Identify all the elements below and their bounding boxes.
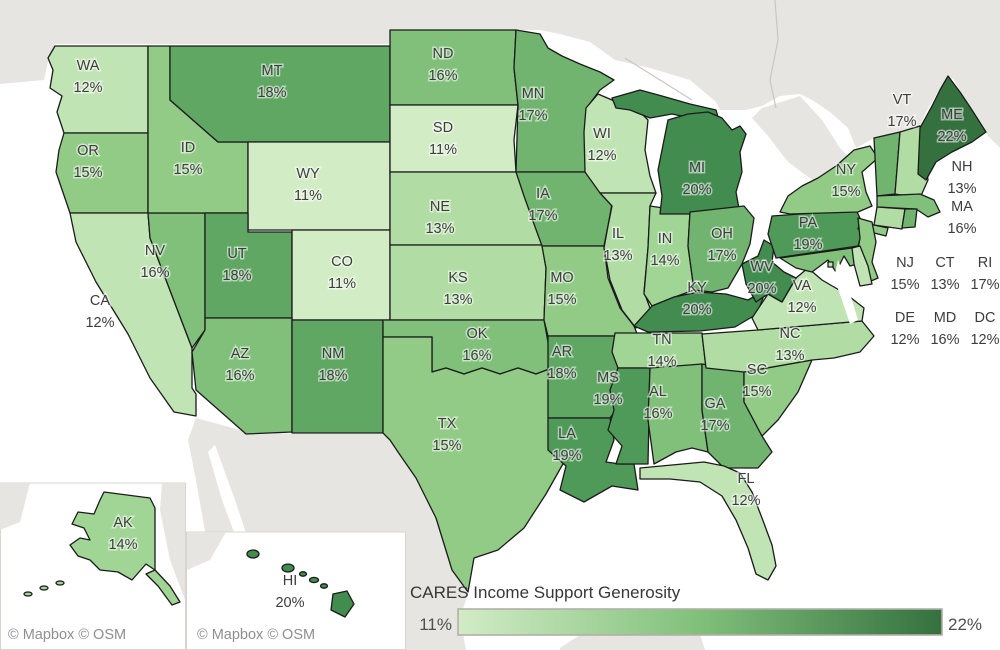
state-label-SD: SD 11% bbox=[429, 120, 457, 158]
state-ME[interactable] bbox=[917, 75, 987, 181]
state-label-NC: NC 13% bbox=[775, 326, 804, 364]
province-border bbox=[769, 0, 779, 109]
state-label-IA: IA 17% bbox=[528, 186, 557, 224]
legend-min-label: 11% bbox=[419, 615, 452, 634]
state-WI[interactable] bbox=[583, 93, 657, 194]
state-label-KS: KS 13% bbox=[443, 270, 472, 308]
state-label-MI: MI 20% bbox=[682, 160, 711, 198]
state-label-CA: CA 12% bbox=[85, 293, 114, 331]
state-label-NM: NM 18% bbox=[318, 346, 347, 384]
chesapeake-bay bbox=[834, 260, 858, 324]
state-label-AZ: AZ 16% bbox=[225, 346, 254, 384]
state-label-MS: MS 19% bbox=[593, 370, 622, 408]
siberia-landmass bbox=[0, 483, 30, 530]
state-label-MO: MO 15% bbox=[547, 270, 576, 308]
state-label-FL: FL 12% bbox=[731, 471, 760, 509]
state-label-GA: GA 17% bbox=[700, 396, 729, 434]
state-label-OK: OK 16% bbox=[462, 326, 491, 364]
state-WV[interactable] bbox=[741, 239, 797, 303]
hawaii-inset-box bbox=[186, 531, 406, 650]
state-label-TX: TX 15% bbox=[432, 416, 461, 454]
state-label-LA: LA 19% bbox=[552, 426, 581, 464]
mapbox-attribution-alaska[interactable]: © Mapbox © OSM bbox=[7, 626, 128, 645]
state-WY[interactable] bbox=[247, 141, 391, 231]
state-label-WI: WI 12% bbox=[587, 126, 616, 164]
state-MN[interactable] bbox=[513, 29, 615, 173]
state-MI[interactable] bbox=[611, 89, 747, 215]
state-label-NV: NV 16% bbox=[140, 243, 169, 281]
state-label-WV: WV 20% bbox=[747, 259, 776, 297]
state-label-OH: OH 17% bbox=[707, 226, 736, 264]
states-layer bbox=[47, 29, 987, 593]
state-label-RI: RI 17% bbox=[970, 255, 999, 293]
state-label-ME: ME 22% bbox=[937, 107, 966, 145]
color-legend: CARES Income Support Generosity 11% 22% bbox=[410, 583, 982, 636]
state-OH[interactable] bbox=[687, 205, 755, 293]
state-NY[interactable] bbox=[779, 145, 889, 237]
state-label-AR: AR 18% bbox=[547, 344, 576, 382]
state-label-UT: UT 18% bbox=[222, 246, 251, 284]
state-RI[interactable] bbox=[901, 208, 918, 229]
state-label-ND: ND 16% bbox=[428, 46, 457, 84]
state-AK[interactable] bbox=[23, 491, 181, 606]
legend-max-label: 22% bbox=[948, 615, 982, 634]
hawaii-inset-corner-landmass bbox=[187, 532, 226, 570]
state-label-NY: NY 15% bbox=[831, 162, 860, 200]
state-KS[interactable] bbox=[389, 244, 547, 321]
gulf-of-california bbox=[208, 445, 250, 548]
canada-landmass bbox=[0, 0, 1000, 148]
state-label-IN: IN 14% bbox=[650, 231, 679, 269]
water-overlay-layer bbox=[834, 260, 858, 324]
state-FL[interactable] bbox=[639, 461, 777, 581]
state-label-VA: VA 12% bbox=[787, 278, 816, 316]
state-labels-layer: WA 12% OR 15% CA 12% NV 16% ID 15% MT 18% WY 11% UT 18%… bbox=[72, 45, 1000, 613]
mapbox-attribution-hawaii[interactable]: © Mapbox © OSM bbox=[196, 626, 317, 645]
state-label-NE: NE 13% bbox=[425, 199, 454, 237]
state-label-MT: MT 18% bbox=[257, 63, 286, 101]
state-label-MA: MA 16% bbox=[947, 199, 976, 237]
state-label-SC: SC 15% bbox=[742, 362, 771, 400]
state-label-WA: WA 12% bbox=[73, 58, 102, 96]
state-label-MN: MN 17% bbox=[518, 86, 547, 124]
state-CO[interactable] bbox=[291, 229, 391, 321]
state-label-MD: MD 16% bbox=[930, 310, 959, 348]
hawaii-inset: © Mapbox © OSM bbox=[186, 531, 406, 650]
state-label-WY: WY 11% bbox=[294, 166, 322, 204]
state-label-VT: VT 17% bbox=[887, 92, 916, 130]
state-label-TN: TN 14% bbox=[647, 332, 676, 370]
state-label-AK: AK 14% bbox=[108, 515, 137, 553]
state-label-CO: CO 11% bbox=[328, 254, 356, 292]
state-HI[interactable] bbox=[246, 549, 355, 618]
state-CT[interactable] bbox=[873, 206, 906, 230]
state-LA[interactable] bbox=[547, 417, 639, 503]
state-label-HI: HI 20% bbox=[275, 573, 304, 611]
canada-inset-landmass bbox=[160, 483, 185, 600]
alaska-inset-box bbox=[0, 482, 186, 650]
state-label-ID: ID 15% bbox=[173, 140, 202, 178]
state-label-OR: OR 15% bbox=[73, 143, 102, 181]
state-SD[interactable] bbox=[389, 104, 519, 173]
ontario-peninsula bbox=[752, 96, 858, 182]
state-label-DC: DC 12% bbox=[970, 310, 999, 348]
state-DE[interactable] bbox=[851, 245, 873, 287]
legend-title: CARES Income Support Generosity bbox=[410, 583, 681, 602]
legend-gradient-bar bbox=[457, 608, 943, 636]
state-label-NH: NH 13% bbox=[947, 159, 976, 197]
alaska-inset: © Mapbox © OSM bbox=[0, 482, 186, 650]
state-DC[interactable] bbox=[827, 261, 834, 268]
state-label-IL: IL 13% bbox=[603, 226, 632, 264]
state-label-KY: KY 20% bbox=[682, 280, 711, 318]
state-label-AL: AL 16% bbox=[643, 384, 672, 422]
state-label-DE: DE 12% bbox=[890, 310, 919, 348]
state-label-NJ: NJ 15% bbox=[890, 255, 919, 293]
state-label-PA: PA 19% bbox=[793, 215, 822, 253]
canada-border-through-lake bbox=[624, 57, 693, 101]
state-label-CT: CT 13% bbox=[930, 255, 959, 293]
